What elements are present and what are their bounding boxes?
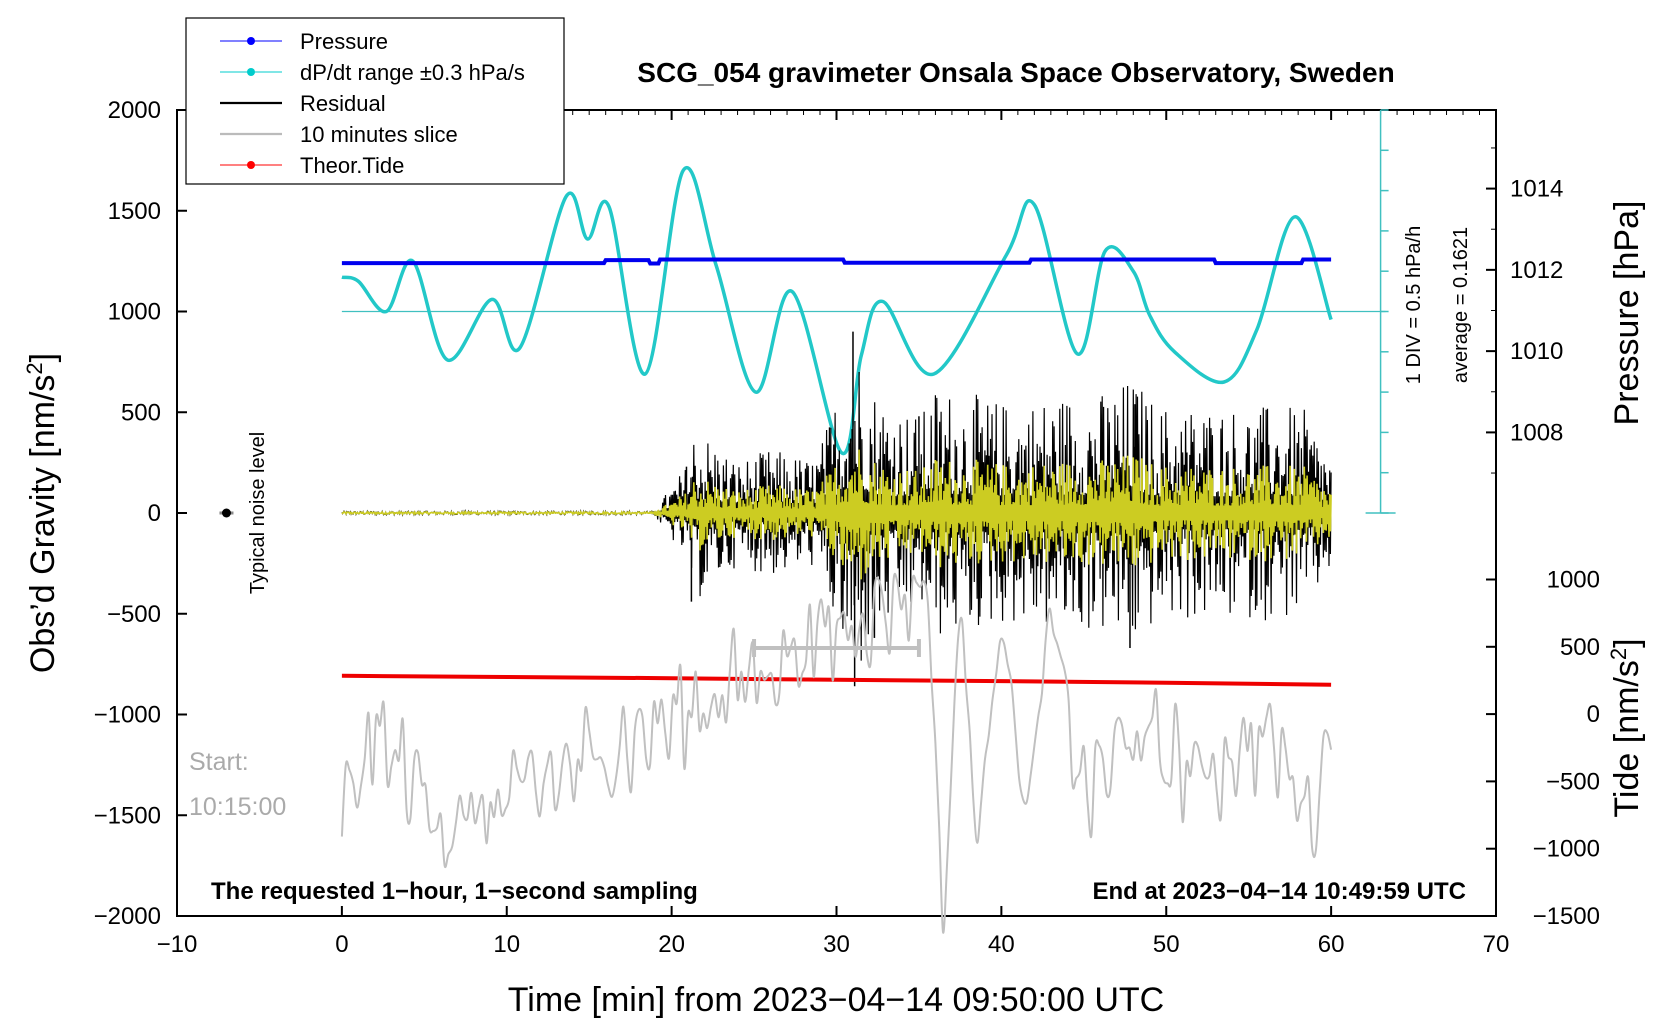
scale-label-div: 1 DIV = 0.5 hPa/h xyxy=(1403,226,1425,384)
tide-line xyxy=(341,673,1332,687)
x-tick-label: 0 xyxy=(335,931,348,958)
residual-series xyxy=(341,331,1332,687)
y-left-tick-label: 1000 xyxy=(108,299,161,326)
x-tick-label: 20 xyxy=(658,931,685,958)
y-left-tick-label: 500 xyxy=(121,399,161,426)
x-axis-title: Time [min] from 2023−04−14 09:50:00 UTC xyxy=(508,981,1164,1019)
x-tick-label: −10 xyxy=(157,931,198,958)
legend-label: Residual xyxy=(300,91,386,116)
y-left-tick-label: 2000 xyxy=(108,97,161,124)
x-tick-label: 70 xyxy=(1483,931,1510,958)
x-tick-label: 10 xyxy=(493,931,520,958)
pressure-tick-label: 1010 xyxy=(1510,338,1563,365)
legend-label: dP/dt range ±0.3 hPa/s xyxy=(300,60,525,85)
y-left-title-end: ] xyxy=(24,353,62,362)
filtered-line xyxy=(341,449,1332,580)
dpdt-line xyxy=(341,166,1333,456)
legend-label: Pressure xyxy=(300,29,388,54)
y-left-title-sup: 2 xyxy=(22,362,47,374)
legend-marker xyxy=(247,68,255,76)
dpdt-series xyxy=(341,166,1386,456)
y-axis-tide-title: Tide [nm/s2] xyxy=(1606,638,1647,817)
tide-tick-label: 1000 xyxy=(1547,566,1600,593)
tide-tick-label: 0 xyxy=(1587,701,1600,728)
noise-dot xyxy=(221,508,231,518)
tide-tick-label: −1500 xyxy=(1533,903,1600,930)
scale-label-average: average = 0.1621 xyxy=(1450,227,1472,383)
pressure-line xyxy=(341,257,1332,266)
legend-label: Theor.Tide xyxy=(300,153,404,178)
bottom-right-note: End at 2023−04−14 10:49:59 UTC xyxy=(1092,878,1466,905)
legend: Pressure dP/dt range ±0.3 hPa/s Residual 10… xyxy=(185,17,565,185)
y-axis-pressure-title: Pressure [hPa] xyxy=(1608,201,1646,426)
tide-series xyxy=(341,673,1332,687)
slice-series xyxy=(219,508,1333,934)
tide-tick-label: −1000 xyxy=(1533,836,1600,863)
y-left-tick-label: 0 xyxy=(148,500,161,527)
x-tick-label: 60 xyxy=(1318,931,1345,958)
x-tick-label: 30 xyxy=(823,931,850,958)
legend-marker xyxy=(247,37,255,45)
x-tick-label: 40 xyxy=(988,931,1015,958)
y-left-tick-label: 1500 xyxy=(108,198,161,225)
pressure-tick-label: 1008 xyxy=(1510,419,1563,446)
y-tide-title-end: ] xyxy=(1608,638,1646,647)
y-axis-left-title: Obs’d Gravity [nm/s2] xyxy=(22,353,63,673)
dpdt-scale-bar xyxy=(1365,109,1396,514)
pressure-tick-label: 1012 xyxy=(1510,257,1563,284)
tick-labels: −10 0 10 20 30 40 50 60 70 2000 1500 1000 500 0 −500 −1… xyxy=(94,97,1600,958)
start-time: 10:15:00 xyxy=(189,793,286,821)
chart-title: SCG_054 gravimeter Onsala Space Observat… xyxy=(637,57,1394,88)
legend-marker xyxy=(247,161,255,169)
slice-line xyxy=(340,572,1333,934)
y-tide-title-sup: 2 xyxy=(1606,648,1631,660)
bottom-left-note: The requested 1−hour, 1−second sampling xyxy=(211,878,698,905)
typical-noise-label: Typical noise level xyxy=(247,432,269,594)
pressure-tick-label: 1014 xyxy=(1510,176,1563,203)
start-label: Start: xyxy=(189,748,249,776)
tide-tick-label: 500 xyxy=(1560,634,1600,661)
y-left-tick-label: −500 xyxy=(107,601,161,628)
y-left-title-main: Obs’d Gravity [nm/s xyxy=(24,375,62,674)
pressure-series xyxy=(341,257,1332,266)
x-tick-label: 50 xyxy=(1153,931,1180,958)
legend-label: 10 minutes slice xyxy=(300,122,458,147)
y-left-tick-label: −1500 xyxy=(94,802,161,829)
y-left-tick-label: −2000 xyxy=(94,903,161,930)
legend-box xyxy=(185,17,565,185)
y-left-tick-label: −1000 xyxy=(94,702,161,729)
y-tide-title-main: Tide [nm/s xyxy=(1608,660,1646,817)
tide-tick-label: −500 xyxy=(1546,768,1600,795)
